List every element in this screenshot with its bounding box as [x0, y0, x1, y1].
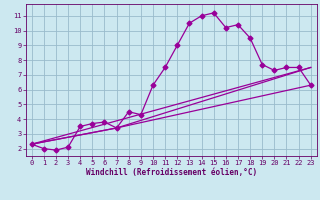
- X-axis label: Windchill (Refroidissement éolien,°C): Windchill (Refroidissement éolien,°C): [86, 168, 257, 177]
